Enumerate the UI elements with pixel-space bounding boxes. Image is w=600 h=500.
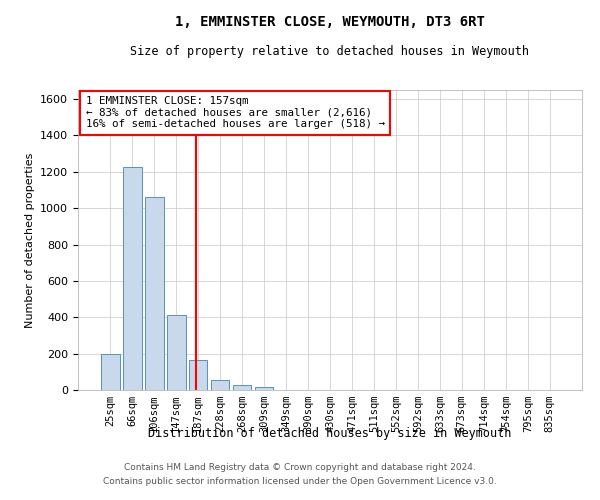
Text: 1 EMMINSTER CLOSE: 157sqm
← 83% of detached houses are smaller (2,616)
16% of se: 1 EMMINSTER CLOSE: 157sqm ← 83% of detac… [86,96,385,129]
Text: Contains public sector information licensed under the Open Government Licence v3: Contains public sector information licen… [103,478,497,486]
Bar [167,316,185,390]
Bar [145,198,164,390]
Text: Distribution of detached houses by size in Weymouth: Distribution of detached houses by size … [148,428,512,440]
Text: Contains HM Land Registry data © Crown copyright and database right 2024.: Contains HM Land Registry data © Crown c… [124,462,476,471]
Bar [189,360,208,390]
Bar [123,168,142,390]
Text: Size of property relative to detached houses in Weymouth: Size of property relative to detached ho… [131,45,530,58]
Text: 1, EMMINSTER CLOSE, WEYMOUTH, DT3 6RT: 1, EMMINSTER CLOSE, WEYMOUTH, DT3 6RT [175,15,485,29]
Bar [101,354,119,390]
Bar [233,386,251,390]
Y-axis label: Number of detached properties: Number of detached properties [25,152,35,328]
Bar [255,388,274,390]
Bar [211,380,229,390]
